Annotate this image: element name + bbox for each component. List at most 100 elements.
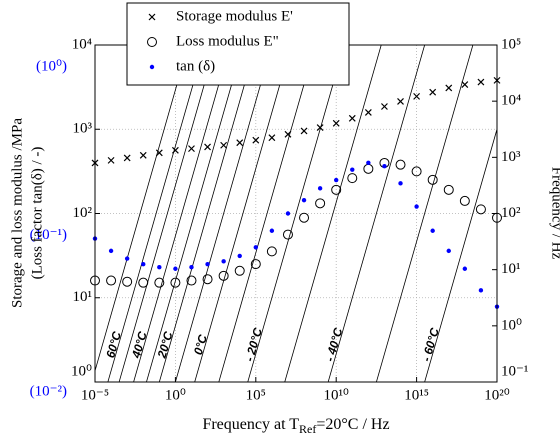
dot-marker <box>350 167 355 172</box>
cross-marker <box>123 154 131 162</box>
legend-label: Storage modulus E' <box>176 8 293 24</box>
legend-label: tan (δ) <box>176 58 215 74</box>
circle-marker <box>202 274 213 285</box>
circle-marker <box>282 229 293 240</box>
x-tick-label: 10⁻⁵ <box>81 387 109 403</box>
cross-stroke <box>268 134 276 142</box>
cross-marker <box>397 98 404 105</box>
cross-marker <box>445 84 453 92</box>
dot-marker <box>108 248 114 254</box>
circle-marker <box>266 246 277 257</box>
circle-marker <box>122 276 133 287</box>
isotherm-label: 40°C <box>129 330 150 361</box>
circle-marker <box>459 195 470 206</box>
cross-marker <box>252 136 260 144</box>
dot-marker <box>173 266 178 271</box>
dot-marker <box>430 228 435 233</box>
circle-marker <box>154 277 165 288</box>
y-tick-label: 10⁴ <box>72 36 92 52</box>
circle-marker <box>411 166 422 177</box>
dot-marker <box>149 64 155 70</box>
dot-marker <box>189 265 194 270</box>
cross-stroke <box>204 143 211 151</box>
circle-marker <box>443 184 454 195</box>
x-tick-label: 10⁰ <box>165 387 186 403</box>
y2-tick-label: (10⁰) <box>36 58 67 74</box>
cross-marker <box>300 127 308 135</box>
cross-stroke <box>220 141 228 149</box>
cross-stroke <box>107 156 115 164</box>
dot-marker <box>334 177 339 183</box>
isotherm-line <box>284 45 382 382</box>
isotherm-line <box>194 45 292 382</box>
isotherm-line <box>424 127 497 382</box>
cross-marker <box>348 114 356 122</box>
cross-marker <box>188 145 195 153</box>
isotherm-line <box>133 45 231 382</box>
dot-marker <box>398 181 403 186</box>
circle-marker <box>147 37 157 47</box>
x-title-part: =20°C / Hz <box>316 416 389 433</box>
isotherm-label: 60°C <box>103 330 124 360</box>
y2-tick-label: (10⁻²) <box>30 383 67 399</box>
circle-marker <box>475 204 486 215</box>
legend-label: Loss modulus E" <box>176 33 279 49</box>
isotherm-line <box>95 45 189 373</box>
circle-marker <box>234 265 245 276</box>
cross-marker <box>381 103 388 110</box>
y-tick-label: 10¹ <box>73 289 93 305</box>
cross-stroke <box>123 154 131 162</box>
y3-tick-label: 10³ <box>501 149 521 165</box>
circle-marker <box>331 184 342 195</box>
circle-marker <box>315 198 326 209</box>
dot-marker <box>446 248 451 254</box>
cross-stroke <box>477 78 485 86</box>
cross-stroke <box>148 13 156 21</box>
dot-marker <box>253 245 258 250</box>
cross-marker <box>236 139 244 147</box>
circle-marker <box>427 174 438 185</box>
isotherm-line <box>175 45 273 382</box>
dot-marker <box>301 197 307 203</box>
cross-stroke <box>413 92 421 100</box>
y3-tick-label: 10⁰ <box>501 317 522 333</box>
cross-stroke <box>316 124 324 131</box>
cross-stroke <box>139 151 147 159</box>
circle-marker <box>186 275 197 286</box>
dot-marker <box>205 262 210 267</box>
cross-marker <box>107 156 115 164</box>
y-tick-label: 10² <box>73 205 93 221</box>
y3-tick-label: 10¹ <box>501 261 521 277</box>
dot-marker <box>285 211 291 216</box>
x-tick-label: 10¹⁵ <box>404 387 429 403</box>
dot-marker <box>462 266 468 271</box>
cross-stroke <box>171 146 179 154</box>
legend: Storage modulus E' Loss modulus E" tan (δ) <box>126 2 350 86</box>
cross-stroke <box>397 98 404 105</box>
cross-stroke <box>188 145 195 153</box>
cross-marker <box>413 92 421 100</box>
dot-marker <box>478 288 484 293</box>
dot-marker <box>124 256 130 261</box>
cross-marker <box>332 119 340 127</box>
cross-marker <box>364 108 372 116</box>
cross-stroke <box>461 81 469 89</box>
y3-tick-label: 10⁵ <box>501 36 521 52</box>
isotherm-line <box>247 45 345 382</box>
cross-stroke <box>381 103 388 110</box>
cross-stroke <box>284 130 292 138</box>
y3-tick-label: 10⁴ <box>501 93 521 109</box>
cross-stroke <box>364 108 372 116</box>
y2-tick-label: (10⁻¹) <box>30 227 67 243</box>
cross-marker <box>155 149 163 157</box>
cross-marker <box>204 143 211 151</box>
circle-marker <box>106 275 117 286</box>
dot-marker <box>414 204 419 209</box>
isotherm-line <box>218 45 316 382</box>
cross-marker <box>148 13 156 21</box>
data-marks <box>90 76 502 309</box>
x-tick-label: 10⁵ <box>246 387 266 403</box>
dot-marker <box>141 262 146 267</box>
cross-marker <box>461 81 469 89</box>
